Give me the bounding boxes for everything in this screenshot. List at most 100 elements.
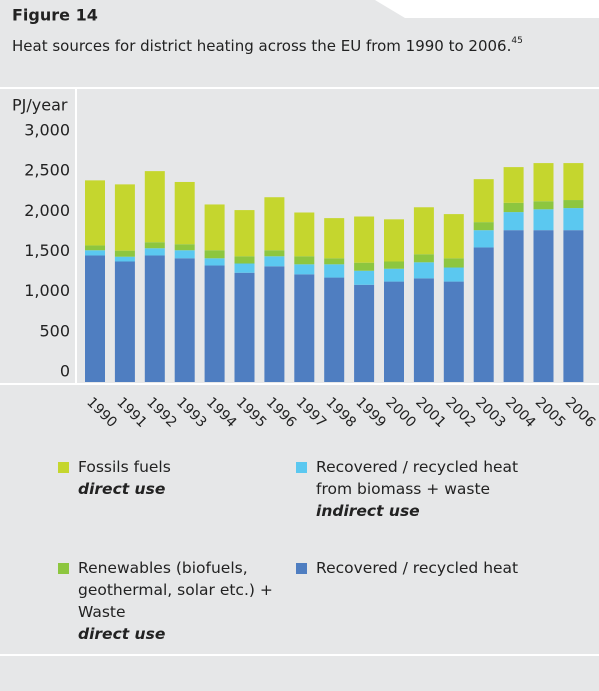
bar-segment <box>264 197 285 251</box>
bar-segment <box>533 209 554 231</box>
bar-segment <box>503 212 524 231</box>
x-tick-label: 2004 <box>502 394 539 431</box>
bar-segment <box>144 242 165 249</box>
bar-segment <box>354 284 375 382</box>
bar-segment <box>264 266 285 382</box>
bar-segment <box>503 202 524 213</box>
bar-segment <box>85 180 105 246</box>
x-tick-label: 1994 <box>203 394 240 431</box>
bar-segment <box>174 258 195 382</box>
legend-swatch <box>296 462 307 473</box>
bar-segment <box>384 281 404 382</box>
x-tick-label: 2005 <box>532 394 569 431</box>
legend-label: Renewables (biofuels, geothermal, solar … <box>78 559 273 621</box>
footnote: 45 <box>511 36 522 46</box>
bar-segment <box>354 216 375 263</box>
x-tick-label: 1998 <box>323 394 360 431</box>
bar-segment <box>563 200 584 209</box>
legend-label: Recovered / recycled heat from biomass +… <box>316 458 519 498</box>
y-tick-label: 1,500 <box>24 241 70 260</box>
bar-segment <box>234 256 255 264</box>
bar-segment <box>443 267 464 282</box>
x-tick-label: 1991 <box>113 394 150 431</box>
bar-segment <box>533 163 554 202</box>
legend-note: direct use <box>78 480 166 498</box>
bar-segment <box>204 258 225 266</box>
bar-segment <box>144 255 165 382</box>
bar-segment <box>324 218 345 259</box>
bar-segment <box>503 230 524 382</box>
bar-segment <box>174 250 195 259</box>
bar-segment <box>114 184 135 251</box>
x-tick-label: 1990 <box>83 394 120 431</box>
bar-segment <box>443 214 464 259</box>
bar-segment <box>114 250 135 257</box>
bar-segment <box>324 277 345 382</box>
bar-segment <box>294 256 315 265</box>
bar-segment <box>264 256 285 267</box>
bar-segment <box>563 230 584 382</box>
x-tick-label: 1999 <box>352 394 389 431</box>
legend-swatch <box>58 563 69 574</box>
bar-segment <box>384 268 404 282</box>
x-tick-label: 2000 <box>382 394 419 431</box>
bar-segment <box>324 258 345 265</box>
bar-segment <box>413 262 434 279</box>
y-tick-label: 1,000 <box>24 281 70 300</box>
y-tick-label: 2,000 <box>24 201 70 220</box>
subtitle-text: Heat sources for district heating across… <box>12 37 511 55</box>
bar-segment <box>384 219 404 262</box>
bar-segment <box>443 281 464 382</box>
bar-segment <box>563 163 584 201</box>
bar-segment <box>443 258 464 268</box>
legend-entry: Recovered / recycled heat from biomass +… <box>296 456 531 522</box>
bar-segment <box>384 261 404 269</box>
bar-segment <box>533 201 554 210</box>
bar-segment <box>324 264 345 278</box>
legend-label: Fossils fuels <box>78 458 171 476</box>
bar-segment <box>413 278 434 382</box>
y-tick-label: 500 <box>39 321 70 340</box>
x-tick-label: 1993 <box>173 394 210 431</box>
legend-swatch <box>58 462 69 473</box>
x-tick-label: 1995 <box>233 394 270 431</box>
bar-segment <box>413 254 434 263</box>
bar-segment <box>473 247 494 382</box>
figure-label: Figure 14 <box>12 6 98 25</box>
bar-segment <box>204 265 225 382</box>
legend-note: indirect use <box>316 502 420 520</box>
legend-label: Recovered / recycled heat <box>316 559 519 577</box>
subtitle: Heat sources for district heating across… <box>12 36 523 55</box>
header-cut <box>0 0 599 18</box>
bar-segment <box>85 255 105 382</box>
bar-segment <box>503 167 524 203</box>
bar-segment <box>114 261 135 382</box>
x-tick-label: 2006 <box>562 394 599 431</box>
y-tick-label: 2,500 <box>24 161 70 180</box>
legend-entry: Fossils fuels direct use <box>58 456 293 500</box>
bar-segment <box>413 207 434 255</box>
legend-entry: Renewables (biofuels, geothermal, solar … <box>58 557 293 645</box>
bar-segment <box>234 210 255 257</box>
bar-segment <box>533 230 554 382</box>
x-tick-label: 1997 <box>293 394 330 431</box>
legend-entry: Recovered / recycled heat <box>296 557 531 579</box>
bar-segment <box>114 256 135 262</box>
x-tick-label: 2003 <box>472 394 509 431</box>
bar-segment <box>473 179 494 223</box>
bar-segment <box>144 171 165 243</box>
bar-segment <box>264 250 285 257</box>
bar-segment <box>563 208 584 231</box>
bar-segment <box>85 245 105 251</box>
x-tick-label: 2002 <box>442 394 479 431</box>
bar-segment <box>85 250 105 256</box>
bar-segment <box>174 244 195 251</box>
y-axis-label: PJ/year <box>12 96 68 115</box>
bar-segment <box>234 272 255 382</box>
bar-segment <box>294 212 315 257</box>
bar-segment <box>294 264 315 275</box>
bar-segment <box>473 230 494 248</box>
bar-segment <box>144 248 165 256</box>
